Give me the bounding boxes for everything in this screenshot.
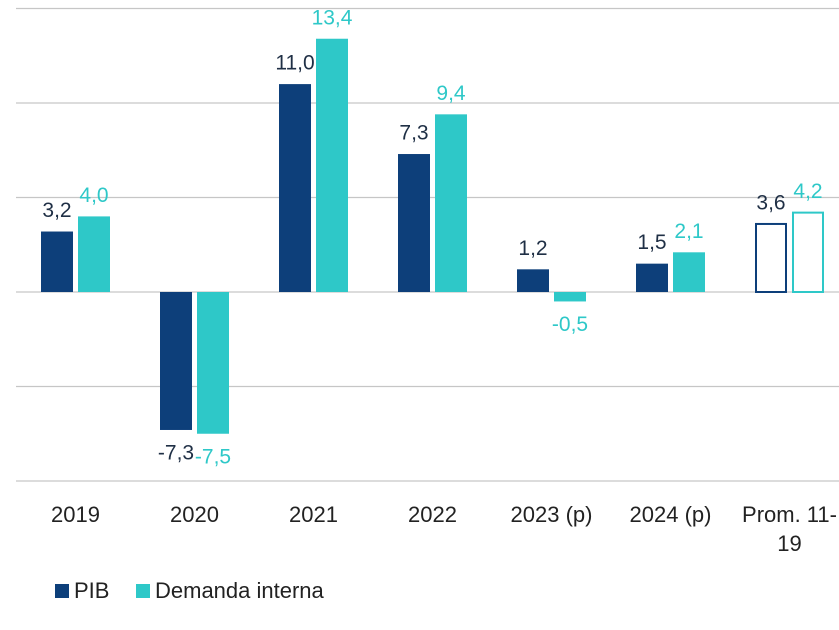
x-tick-label: 2020 (170, 502, 219, 527)
value-label: -0,5 (552, 313, 588, 336)
bar (792, 211, 824, 293)
value-label: 13,4 (312, 6, 353, 29)
x-tick-label: Prom. 11-19 (742, 502, 837, 556)
bar (435, 114, 467, 292)
x-tick-label: 2022 (408, 502, 457, 527)
bar (316, 38, 348, 292)
legend-swatch (55, 584, 69, 598)
x-tick-label: 2023 (p) (510, 502, 593, 527)
value-label: 4,2 (793, 180, 822, 203)
value-label: 2,1 (674, 220, 703, 243)
bar (41, 231, 73, 292)
value-label: 3,6 (756, 192, 785, 215)
bar (636, 263, 668, 292)
value-label: -7,5 (195, 445, 231, 468)
bar (160, 292, 192, 430)
value-label: -7,3 (158, 442, 194, 465)
value-label: 4,0 (79, 184, 108, 207)
bar (755, 222, 787, 294)
value-label: 3,2 (42, 199, 71, 222)
legend-label: Demanda interna (155, 578, 324, 603)
value-label: 1,5 (637, 231, 666, 254)
value-label: 1,2 (518, 237, 547, 260)
x-tick-label: 2019 (51, 502, 100, 527)
bar (517, 269, 549, 292)
bar (78, 216, 110, 292)
bar (197, 292, 229, 434)
legend-swatch (136, 584, 150, 598)
value-label: 9,4 (436, 82, 466, 105)
bar (279, 84, 311, 292)
x-tick-label: 2021 (289, 502, 338, 527)
value-label: 11,0 (275, 52, 314, 75)
legend-item: PIB (55, 578, 109, 604)
bar (554, 292, 586, 302)
x-tick-label: 2024 (p) (629, 502, 712, 527)
value-label: 7,3 (399, 122, 428, 145)
legend-label: PIB (74, 578, 110, 603)
legend-item: Demanda interna (136, 578, 324, 604)
bar (398, 154, 430, 292)
bar (673, 252, 705, 292)
